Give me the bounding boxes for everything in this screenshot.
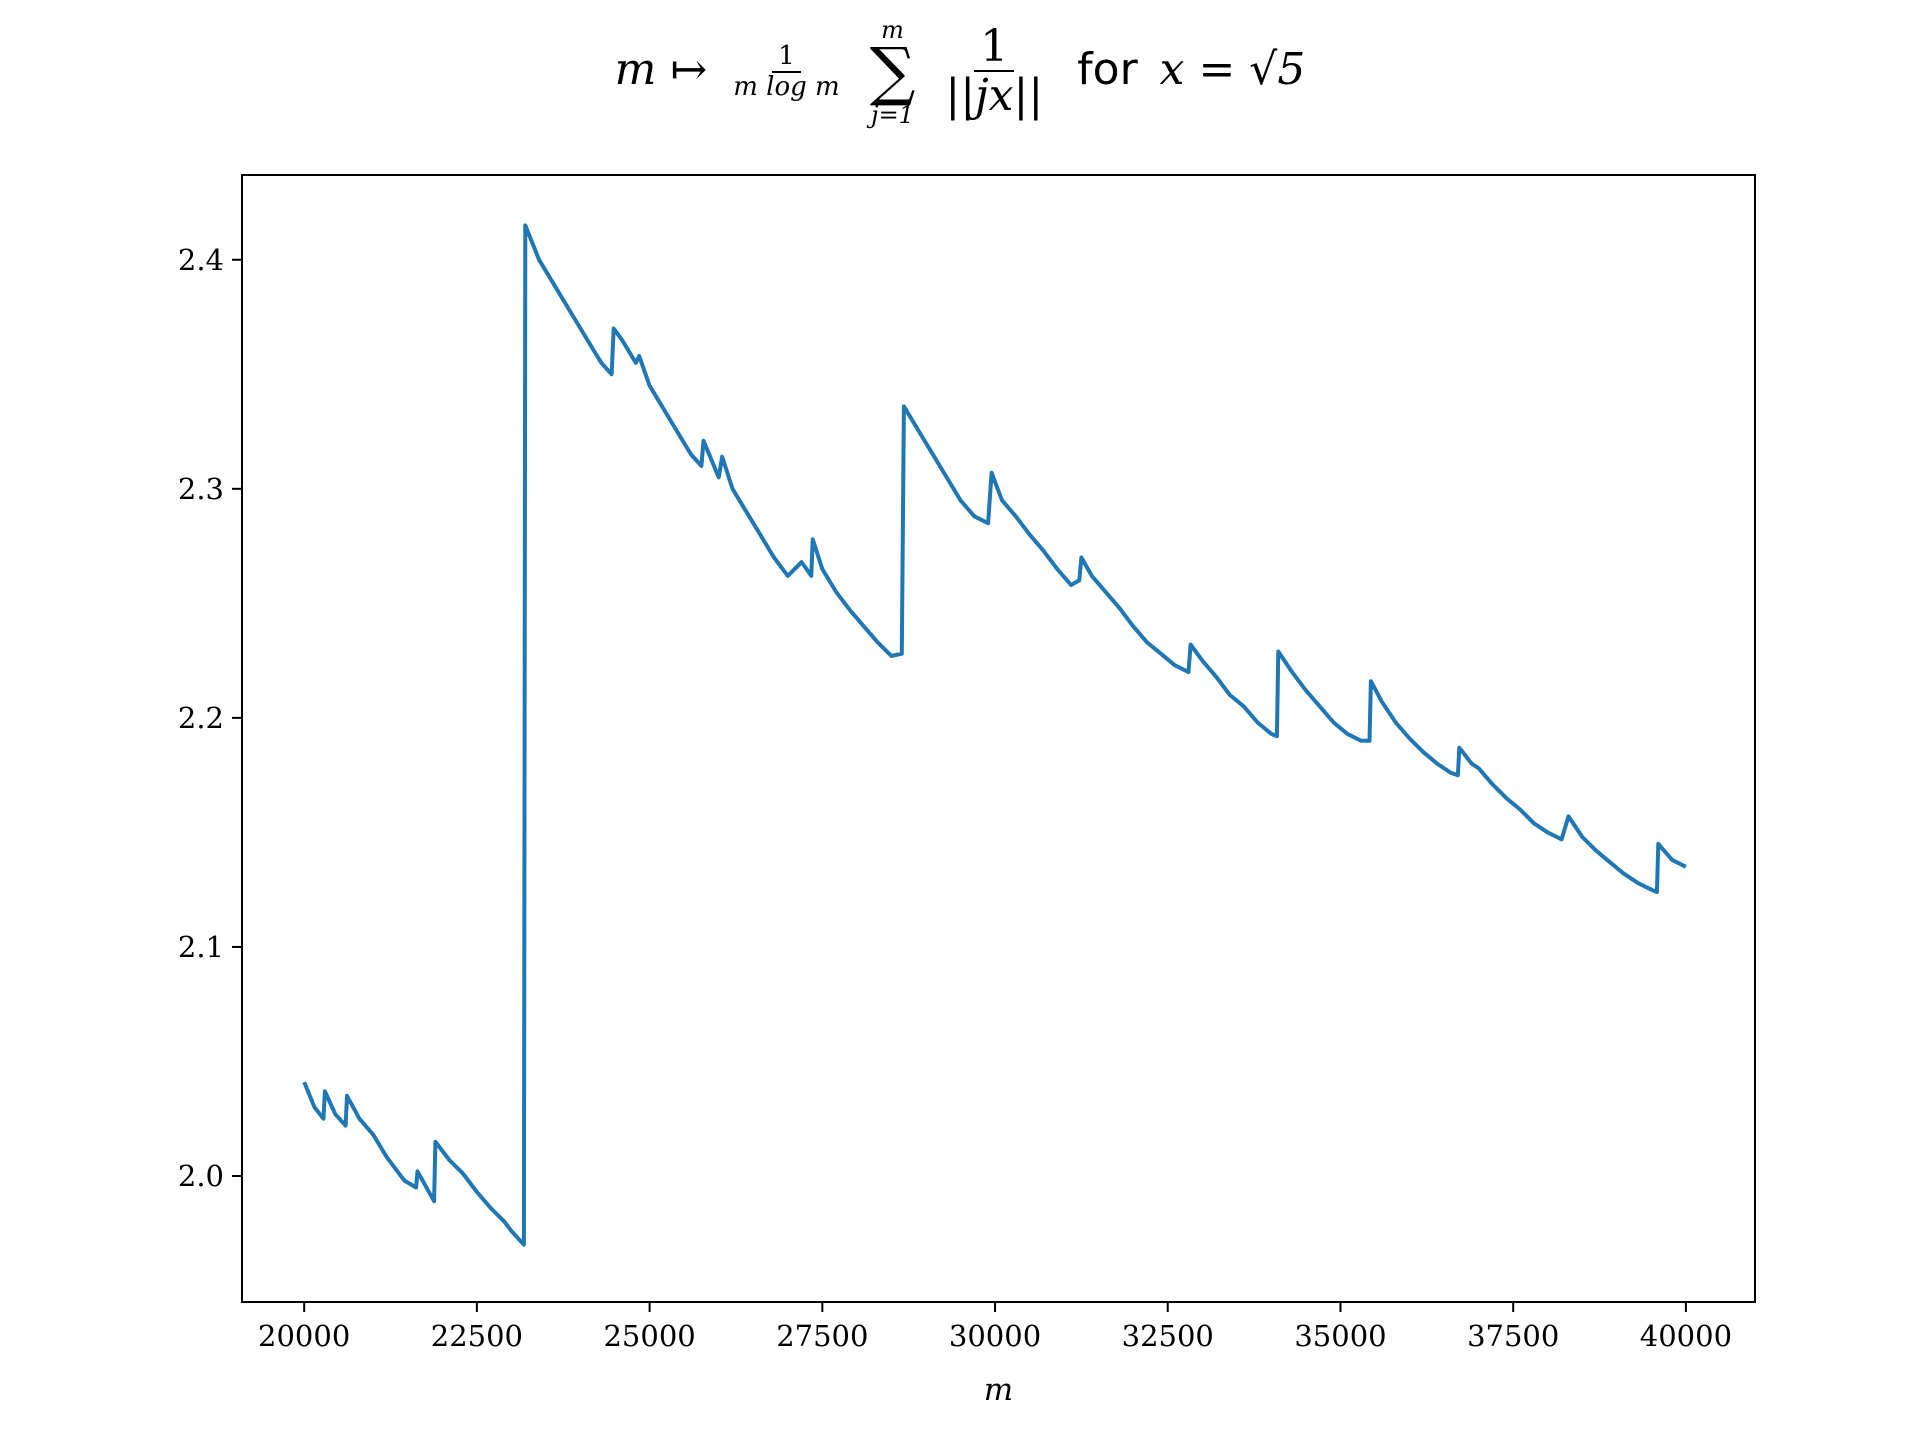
x-tick-label: 20000 — [258, 1319, 350, 1353]
x-tick-label: 35000 — [1294, 1319, 1386, 1353]
y-tick-label: 2.3 — [178, 472, 224, 506]
title-map-arrow: ↦ — [670, 43, 708, 95]
title-map-var: m — [614, 43, 657, 95]
title-prefactor-num: 1 — [772, 43, 801, 73]
y-tick-label: 2.1 — [178, 930, 224, 964]
x-tick-label: 32500 — [1122, 1319, 1214, 1353]
chart-title: m ↦ 1 m log m m ∑ j=1 1 ||jx|| for x = √… — [0, 18, 1920, 127]
series-line — [302, 223, 1687, 1247]
y-tick-label: 2.4 — [178, 243, 224, 277]
y-tick-label: 2.2 — [178, 701, 224, 735]
title-for-word: for — [1077, 43, 1138, 95]
y-tick-label: 2.0 — [178, 1159, 224, 1193]
title-term-den: ||jx|| — [945, 70, 1044, 122]
x-tick-label: 25000 — [603, 1319, 695, 1353]
x-tick-label: 37500 — [1467, 1319, 1559, 1353]
x-tick-label: 22500 — [431, 1319, 523, 1353]
x-tick-label: 40000 — [1640, 1319, 1732, 1353]
x-tick-label: 27500 — [776, 1319, 868, 1353]
x-axis-label: m — [984, 1372, 1013, 1408]
title-condition: x = √5 — [1159, 43, 1306, 95]
title-prefactor: 1 m log m — [727, 43, 845, 101]
x-tick-label: 30000 — [949, 1319, 1041, 1353]
x-axis: 20000 22500 25000 27500 30000 32500 35000 37500… — [258, 1302, 1732, 1353]
title-sum: m ∑ j=1 — [870, 18, 916, 127]
plot-area-frame — [241, 174, 1756, 1303]
title-term: 1 ||jx|| — [939, 23, 1049, 122]
series-layer — [302, 223, 1687, 1247]
title-sum-lower: j=1 — [871, 100, 914, 129]
title-term-num: 1 — [974, 23, 1015, 73]
title-sum-upper: m — [881, 16, 904, 44]
y-axis: 2.0 2.1 2.2 2.3 2.4 — [178, 243, 242, 1193]
title-prefactor-den: m log m — [733, 71, 840, 102]
title-sum-symbol: ∑ — [869, 35, 916, 109]
